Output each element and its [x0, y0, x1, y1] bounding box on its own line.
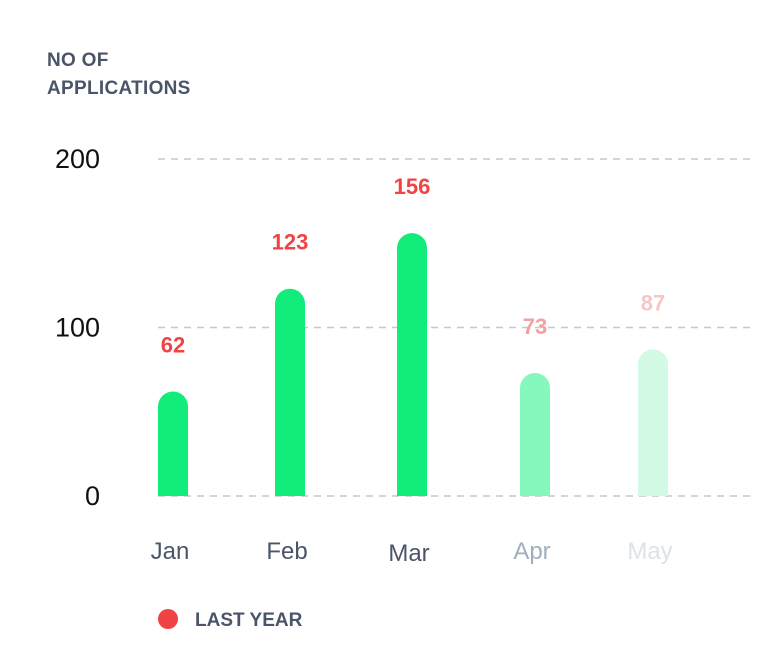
data-label-feb: 123: [272, 230, 309, 255]
y-tick-label: 100: [55, 313, 100, 343]
data-label-jan: 62: [161, 333, 185, 358]
legend-label-last-year: LAST YEAR: [195, 610, 303, 631]
x-tick-label-may: May: [627, 538, 672, 565]
data-label-layer: 62 123 156 73 87: [161, 174, 665, 357]
x-tick-label-feb: Feb: [266, 538, 307, 565]
bar-jan: [158, 391, 188, 496]
data-label-mar: 156: [394, 174, 431, 199]
x-tick-layer: Jan Feb Mar Apr May: [151, 538, 673, 567]
y-tick-label: 200: [55, 144, 100, 174]
x-tick-label-jan: Jan: [151, 538, 190, 565]
y-tick-layer: 0 100 200: [55, 144, 100, 511]
x-tick-label-apr: Apr: [513, 538, 550, 565]
bar-layer: [158, 233, 668, 496]
data-label-may: 87: [641, 290, 665, 315]
y-axis-label-line-2: APPLICATIONS: [47, 78, 191, 99]
bar-feb: [275, 288, 305, 496]
bar-may: [638, 349, 668, 496]
data-label-apr: 73: [523, 314, 547, 339]
y-tick-label: 0: [85, 481, 100, 511]
bar-mar: [397, 233, 427, 496]
legend: LAST YEAR: [158, 609, 303, 631]
y-axis-label-line-1: NO OF: [47, 50, 109, 71]
bar-apr: [520, 372, 550, 496]
x-tick-label-mar: Mar: [388, 540, 429, 567]
legend-dot-last-year: [158, 609, 178, 629]
